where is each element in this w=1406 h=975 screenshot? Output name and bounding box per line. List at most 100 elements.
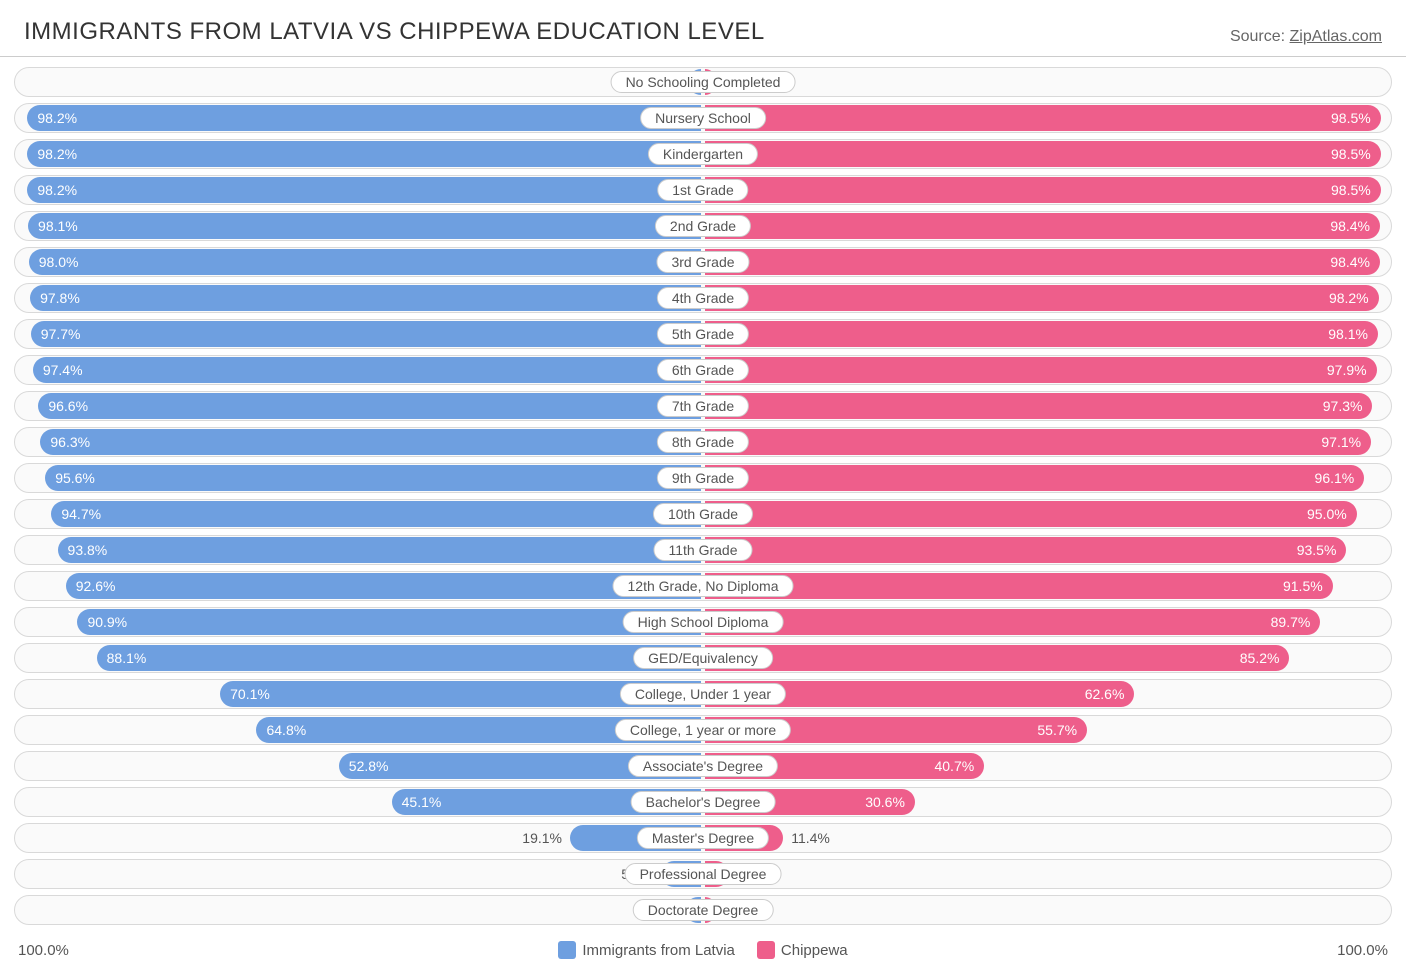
- bar-right: 98.5%: [705, 105, 1381, 131]
- bar-half-right: 98.5%: [703, 176, 1391, 204]
- chart-row: 94.7% 95.0% 10th Grade: [14, 499, 1392, 529]
- bar-half-right: 95.0%: [703, 500, 1391, 528]
- chart-row: 90.9%89.7%High School Diploma: [14, 607, 1392, 637]
- bar-left-value: 19.1%: [514, 830, 570, 846]
- bar-left-value: 90.9%: [87, 614, 127, 630]
- legend-label-left: Immigrants from Latvia: [582, 942, 735, 959]
- legend-item-right: Chippewa: [757, 941, 848, 959]
- category-label: Kindergarten: [648, 143, 758, 165]
- bar-half-left: 96.3%: [15, 428, 703, 456]
- bar-half-right: 91.5%: [703, 572, 1391, 600]
- bar-right-value: 98.4%: [1330, 218, 1370, 234]
- legend-swatch-right: [757, 941, 775, 959]
- chart-row: 97.8%98.2%4th Grade: [14, 283, 1392, 313]
- chart-row: 96.6%97.3%7th Grade: [14, 391, 1392, 421]
- bar-half-right: 85.2%: [703, 644, 1391, 672]
- bar-right: 98.4%: [705, 249, 1380, 275]
- header-divider: [0, 56, 1406, 57]
- bar-right: 85.2%: [705, 645, 1289, 671]
- bar-half-right: 98.2%: [703, 284, 1391, 312]
- bar-right-value: 97.9%: [1327, 362, 1367, 378]
- bar-right-value: 98.5%: [1331, 182, 1371, 198]
- bar-half-right: 89.7%: [703, 608, 1391, 636]
- bar-half-left: 52.8%: [15, 752, 703, 780]
- chart-row: 45.1%30.6%Bachelor's Degree: [14, 787, 1392, 817]
- bar-right: 97.3%: [705, 393, 1372, 419]
- bar-left-value: 98.2%: [37, 146, 77, 162]
- bar-right-value: 97.1%: [1321, 434, 1361, 450]
- bar-half-right: 30.6%: [703, 788, 1391, 816]
- bar-left-value: 92.6%: [76, 578, 116, 594]
- chart-row: 19.1% 11.4% Master's Degree: [14, 823, 1392, 853]
- bar-left-value: 88.1%: [107, 650, 147, 666]
- category-label: Professional Degree: [625, 863, 782, 885]
- source-link[interactable]: ZipAtlas.com: [1290, 28, 1382, 45]
- bar-half-left: 93.8%: [15, 536, 703, 564]
- bar-right: 98.4%: [705, 213, 1380, 239]
- bar-right-value: 95.0%: [1307, 506, 1347, 522]
- source-prefix: Source:: [1230, 28, 1290, 45]
- bar-left: 95.6%: [45, 465, 701, 491]
- chart-footer: 100.0% Immigrants from Latvia Chippewa 1…: [0, 937, 1406, 973]
- chart-row: 98.2%98.5%Kindergarten: [14, 139, 1392, 169]
- bar-left: 94.7%: [51, 501, 701, 527]
- legend-item-left: Immigrants from Latvia: [558, 941, 735, 959]
- bar-half-left: 98.0%: [15, 248, 703, 276]
- bar-half-left: 98.1%: [15, 212, 703, 240]
- bar-right: 98.5%: [705, 177, 1381, 203]
- chart-header: IMMIGRANTS FROM LATVIA VS CHIPPEWA EDUCA…: [0, 0, 1406, 52]
- bar-left: 98.2%: [27, 105, 701, 131]
- bar-half-right: 62.6%: [703, 680, 1391, 708]
- bar-left-value: 97.7%: [41, 326, 81, 342]
- bar-right: 89.7%: [705, 609, 1320, 635]
- bar-half-left: 94.7%: [15, 500, 703, 528]
- bar-half-right: 55.7%: [703, 716, 1391, 744]
- chart-title: IMMIGRANTS FROM LATVIA VS CHIPPEWA EDUCA…: [24, 18, 765, 46]
- bar-right-value: 11.4%: [783, 830, 838, 846]
- bar-left-value: 97.4%: [43, 362, 83, 378]
- bar-half-left: 97.7%: [15, 320, 703, 348]
- category-label: 10th Grade: [653, 503, 753, 525]
- bar-left: 97.4%: [33, 357, 701, 383]
- chart-row: 97.7% 98.1% 5th Grade: [14, 319, 1392, 349]
- chart-row: 97.4%97.9%6th Grade: [14, 355, 1392, 385]
- bar-half-right: 1.5%: [703, 896, 1391, 924]
- bar-right-value: 85.2%: [1240, 650, 1280, 666]
- bar-half-right: 97.3%: [703, 392, 1391, 420]
- bar-right-value: 98.5%: [1331, 110, 1371, 126]
- chart-row: 95.6%96.1%9th Grade: [14, 463, 1392, 493]
- bar-half-left: 2.4%: [15, 896, 703, 924]
- bar-right-value: 98.2%: [1329, 290, 1369, 306]
- bar-half-right: 11.4%: [703, 824, 1391, 852]
- category-label: 2nd Grade: [655, 215, 751, 237]
- chart-row: 92.6%91.5%12th Grade, No Diploma: [14, 571, 1392, 601]
- bar-half-right: 40.7%: [703, 752, 1391, 780]
- bar-right-value: 55.7%: [1037, 722, 1077, 738]
- category-label: 7th Grade: [657, 395, 749, 417]
- bar-half-left: 98.2%: [15, 140, 703, 168]
- bar-left-value: 93.8%: [68, 542, 108, 558]
- category-label: Master's Degree: [637, 827, 769, 849]
- category-label: 11th Grade: [653, 539, 752, 561]
- chart-row: 88.1% 85.2% GED/Equivalency: [14, 643, 1392, 673]
- bar-right: 97.9%: [705, 357, 1377, 383]
- category-label: Associate's Degree: [628, 755, 778, 777]
- category-label: GED/Equivalency: [633, 647, 773, 669]
- chart-row: 98.1% 98.4% 2nd Grade: [14, 211, 1392, 241]
- chart-row: 98.2%98.5%Nursery School: [14, 103, 1392, 133]
- bar-half-left: 88.1%: [15, 644, 703, 672]
- bar-right: 98.1%: [705, 321, 1378, 347]
- bar-right: 93.5%: [705, 537, 1346, 563]
- bar-right-value: 98.1%: [1328, 326, 1368, 342]
- bar-left-value: 52.8%: [349, 758, 389, 774]
- bar-right-value: 40.7%: [934, 758, 974, 774]
- category-label: College, Under 1 year: [620, 683, 786, 705]
- bar-right-value: 97.3%: [1323, 398, 1363, 414]
- bar-left-value: 98.2%: [37, 110, 77, 126]
- bar-half-right: 98.1%: [703, 320, 1391, 348]
- bar-left: 97.7%: [31, 321, 701, 347]
- bar-left: 98.2%: [27, 141, 701, 167]
- category-label: 5th Grade: [657, 323, 749, 345]
- bar-half-left: 92.6%: [15, 572, 703, 600]
- bar-left: 98.1%: [28, 213, 701, 239]
